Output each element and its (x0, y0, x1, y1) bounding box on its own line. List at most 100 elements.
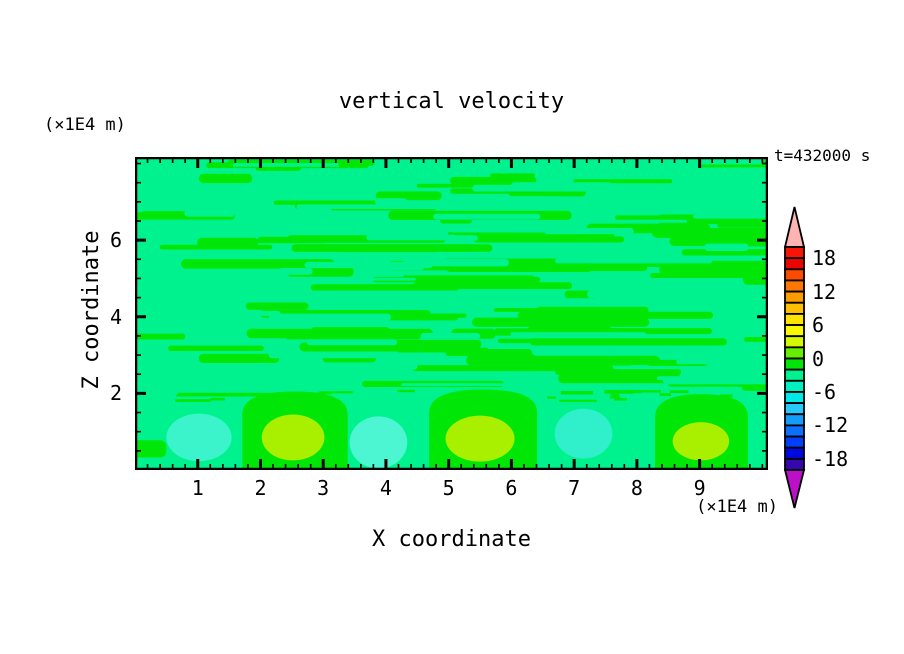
colorbar-segment (784, 290, 805, 304)
streak-positive (466, 355, 660, 366)
boundary-dash (175, 399, 211, 402)
boundary-dash (560, 391, 594, 395)
x-tick-label: 8 (630, 476, 643, 500)
colorbar-segment (784, 368, 805, 382)
boundary-dash (669, 390, 689, 394)
boundary-dash (558, 399, 597, 402)
streak-negative (268, 313, 391, 321)
streak-positive (413, 282, 573, 290)
streak-negative (263, 179, 380, 184)
colorbar-segment (784, 346, 805, 360)
streak-negative (366, 234, 457, 241)
streak-positive (198, 353, 280, 363)
streak-negative (420, 332, 481, 340)
streak-positive (180, 259, 335, 269)
streak-negative (472, 184, 618, 192)
streak-negative (289, 277, 416, 281)
streak-negative (296, 204, 449, 210)
streak-negative (635, 219, 687, 223)
streak-positive (375, 191, 442, 201)
x-axis-title: X coordinate (372, 527, 531, 552)
colorbar-under-arrow (783, 469, 806, 509)
streak-positive (742, 274, 768, 285)
colorbar-segment (784, 257, 805, 271)
colorbar-tick-label: 0 (812, 346, 825, 371)
updraft-core (445, 415, 515, 462)
x-tick-label: 7 (568, 476, 581, 500)
streak-negative (555, 258, 713, 264)
streak-negative (306, 339, 398, 346)
streak-negative (135, 251, 188, 259)
colorbar-segment (784, 279, 805, 293)
colorbar-over-arrow (783, 206, 806, 248)
colorbar-segment (784, 413, 805, 427)
time-annotation: t=432000 s (774, 146, 871, 165)
boundary-dash (397, 389, 415, 393)
streak-positive (517, 311, 714, 319)
streak-positive (273, 200, 391, 205)
streak-positive (650, 272, 768, 279)
colorbar-segment (784, 324, 805, 338)
boundary-dash (614, 398, 627, 401)
streak-positive (286, 335, 420, 340)
streak-positive (291, 244, 493, 252)
streak-negative (668, 296, 747, 301)
streak-negative (401, 383, 522, 387)
streak-negative (671, 287, 768, 293)
colorbar-segment (784, 268, 805, 282)
downdraft-blob (554, 408, 613, 459)
streak-negative (510, 332, 646, 336)
colorbar-segment (784, 424, 805, 438)
colorbar-segment (784, 335, 805, 349)
streak-negative (402, 258, 509, 267)
boundary-dash (659, 393, 671, 397)
streak-positive (159, 244, 273, 250)
boundary-dash (720, 394, 733, 398)
streak-negative (715, 203, 746, 209)
colorbar-svg (783, 206, 806, 509)
x-tick-label: 1 (191, 476, 204, 500)
contour-plot-canvas (135, 157, 768, 470)
colorbar-segment (784, 457, 805, 471)
streak-positive (402, 275, 534, 280)
streak-positive (471, 317, 650, 327)
colorbar-segment (784, 301, 805, 315)
streak-positive (501, 267, 591, 272)
colorbar-segment (784, 402, 805, 416)
x-tick-label: 3 (317, 476, 330, 500)
streak-negative (718, 292, 768, 297)
colorbar-tick-label: -12 (812, 413, 849, 438)
colorbar-segment (784, 446, 805, 460)
streak-negative (586, 290, 642, 298)
boundary-dash (210, 397, 226, 401)
z-axis-unit-label: (×1E4 m) (44, 115, 126, 135)
streak-negative (384, 362, 418, 370)
streak-positive (411, 365, 614, 372)
x-tick-label: 9 (693, 476, 706, 500)
colorbar-tick-label: 12 (812, 279, 837, 304)
colorbar-segment (784, 435, 805, 449)
colorbar (781, 203, 809, 513)
x-tick-label: 2 (254, 476, 267, 500)
streak-negative (278, 268, 313, 275)
colorbar-segment (784, 246, 805, 260)
streak-negative (459, 196, 562, 200)
streak-negative (636, 193, 691, 197)
updraft-core (261, 414, 325, 461)
colorbar-segment (784, 391, 805, 404)
streak-negative (184, 210, 235, 217)
x-tick-label: 5 (442, 476, 455, 500)
x-axis-unit-label: (×1E4 m) (696, 497, 778, 517)
boundary-dash (610, 393, 619, 397)
streak-negative (706, 348, 768, 355)
downdraft-blob (166, 413, 232, 462)
streak-positive (558, 373, 681, 384)
colorbar-segment (784, 379, 805, 393)
plot-title: vertical velocity (338, 89, 565, 114)
colorbar-tick-label: -18 (812, 446, 849, 471)
y-tick-label: 2 (109, 381, 122, 406)
y-tick-label: 6 (109, 228, 122, 253)
streak-negative (374, 198, 408, 205)
boundary-dash (609, 395, 620, 399)
x-tick-label: 6 (505, 476, 518, 500)
